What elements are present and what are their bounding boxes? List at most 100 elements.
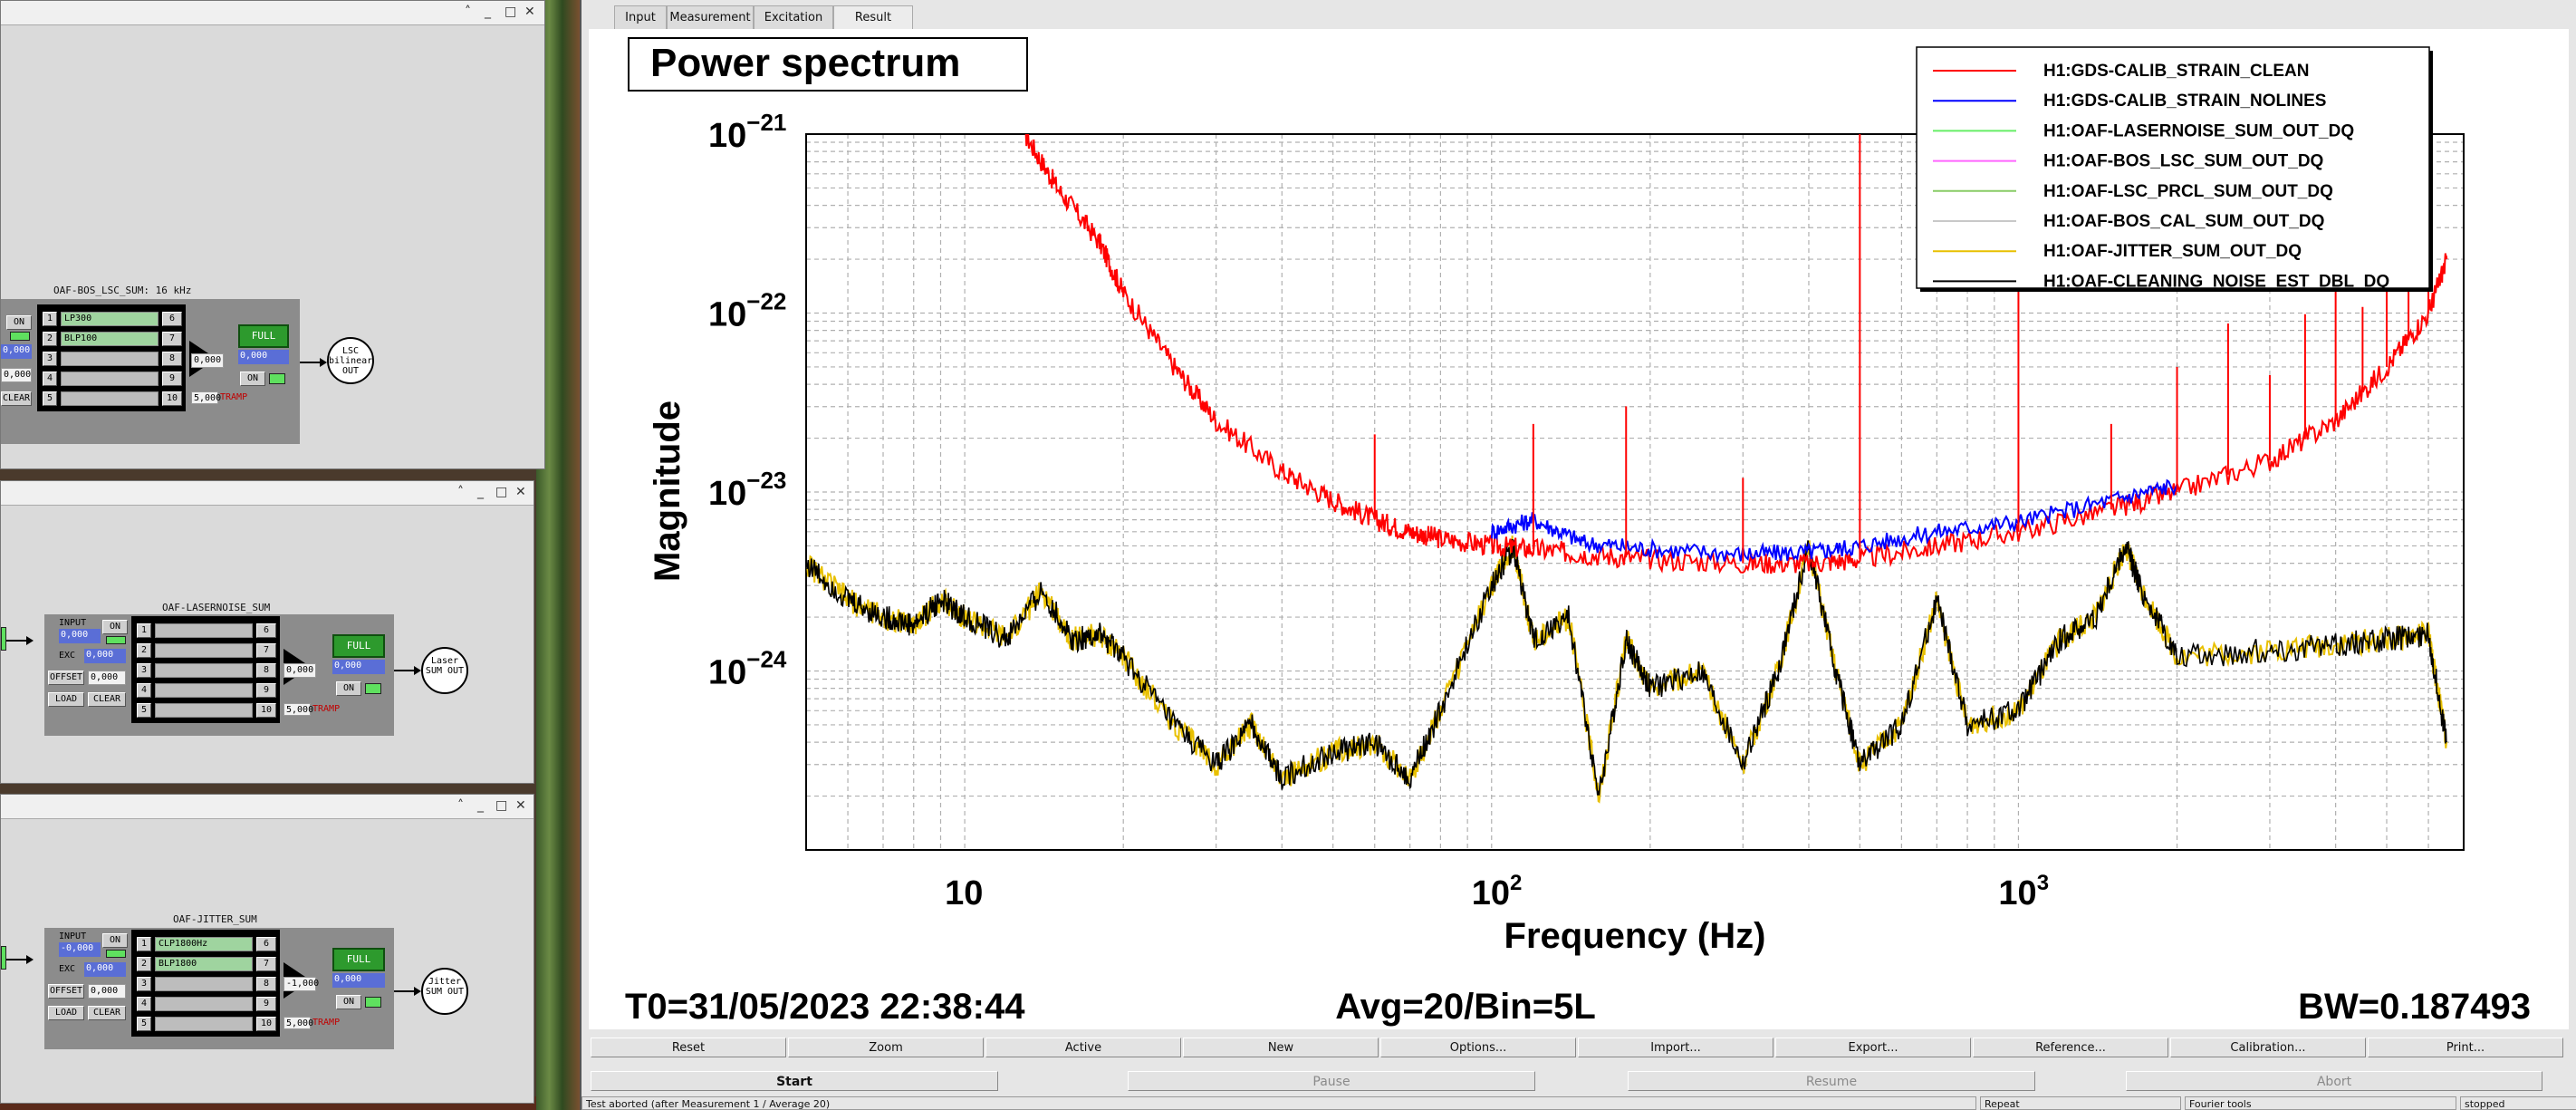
filter-number-button[interactable]: 5	[43, 391, 57, 406]
filter-name-button[interactable]	[155, 703, 253, 718]
filter-name-button[interactable]: LP300	[61, 312, 159, 326]
run-button-resume[interactable]: Resume	[1628, 1071, 2035, 1091]
tab-input[interactable]: Input	[614, 5, 667, 29]
maximize-icon[interactable]: □	[495, 485, 508, 499]
filter-name-button[interactable]	[155, 1017, 253, 1031]
filter-number-button[interactable]: 9	[256, 997, 276, 1011]
gain-value[interactable]: -1,000	[284, 977, 319, 991]
filter-name-button[interactable]	[155, 623, 253, 638]
lsc-out-circle[interactable]: LSC bilinear OUT	[327, 337, 374, 384]
plot-button-import[interactable]: Import...	[1578, 1038, 1773, 1057]
filter-number-button[interactable]: 3	[137, 663, 151, 678]
window-titlebar[interactable]: ˄ _ □ ✕	[1, 1, 544, 25]
filter-number-button[interactable]: 9	[162, 372, 182, 386]
filter-number-button[interactable]: 4	[43, 372, 57, 386]
full-output-button[interactable]: FULL	[332, 634, 385, 658]
offset-value[interactable]: 0,000	[1, 368, 32, 382]
plot-button-reset[interactable]: Reset	[591, 1038, 786, 1057]
window-titlebar[interactable]: ˄ _ □ ✕	[1, 481, 533, 506]
filter-number-button[interactable]: 8	[256, 663, 276, 678]
tab-result[interactable]: Result	[833, 5, 913, 29]
filter-name-button[interactable]	[155, 683, 253, 698]
plot-button-calibration[interactable]: Calibration...	[2170, 1038, 2366, 1057]
filter-number-button[interactable]: 8	[256, 977, 276, 991]
full-output-button[interactable]: FULL	[332, 948, 385, 971]
filter-number-button[interactable]: 7	[162, 332, 182, 346]
filter-number-button[interactable]: 8	[162, 352, 182, 366]
filter-number-button[interactable]: 1	[137, 937, 151, 951]
ramp-value[interactable]: 5,000	[284, 703, 313, 716]
clear-button[interactable]: CLEAR	[1, 391, 32, 406]
full-output-button[interactable]: FULL	[238, 324, 289, 348]
load-button[interactable]: LOAD	[48, 1006, 84, 1020]
diaggui-window[interactable]: ▸ Input Measurement Excitation Result Po…	[580, 0, 2576, 1110]
ramp-value[interactable]: 5,000	[191, 391, 221, 404]
medm-window-bos-lsc[interactable]: ˄ _ □ ✕ OAF-BOS_LSC_SUM: 16 kHz ON 0,000…	[0, 0, 545, 469]
jitter-out-circle[interactable]: Jitter SUM OUT	[421, 968, 468, 1015]
plot-area[interactable]: Power spectrum 10 102 103 10−21 10−22 10−23 10−…	[589, 29, 2569, 1029]
restore-icon[interactable]: _	[477, 485, 484, 499]
minimize-icon[interactable]: ˄	[457, 485, 464, 499]
offset-button[interactable]: OFFSET	[48, 984, 84, 999]
filter-number-button[interactable]: 5	[137, 703, 151, 718]
offset-button[interactable]: OFFSET	[48, 671, 84, 685]
filter-name-button[interactable]	[61, 391, 159, 406]
plot-button-export[interactable]: Export...	[1775, 1038, 1971, 1057]
filter-number-button[interactable]: 10	[256, 1017, 276, 1031]
run-button-start[interactable]: Start	[591, 1071, 998, 1091]
window-titlebar[interactable]: ˄ _ □ ✕	[1, 795, 533, 819]
filter-number-button[interactable]: 4	[137, 683, 151, 698]
filter-number-button[interactable]: 1	[137, 623, 151, 638]
filter-number-button[interactable]: 7	[256, 643, 276, 658]
offset-value[interactable]: 0,000	[88, 984, 126, 999]
filter-name-button[interactable]	[61, 352, 159, 366]
input-on-button[interactable]: ON	[6, 315, 32, 330]
filter-number-button[interactable]: 2	[137, 643, 151, 658]
filter-name-button[interactable]	[61, 372, 159, 386]
plot-button-zoom[interactable]: Zoom	[788, 1038, 984, 1057]
load-button[interactable]: LOAD	[48, 692, 84, 707]
output-on-button[interactable]: ON	[336, 995, 361, 1009]
gain-value[interactable]: 0,000	[284, 663, 316, 678]
filter-number-button[interactable]: 9	[256, 683, 276, 698]
plot-button-reference[interactable]: Reference...	[1973, 1038, 2168, 1057]
restore-icon[interactable]: _	[477, 798, 484, 813]
filter-name-button[interactable]	[155, 997, 253, 1011]
filter-name-button[interactable]: BLP1800	[155, 957, 253, 971]
restore-icon[interactable]: _	[485, 5, 491, 19]
filter-name-button[interactable]: BLP100	[61, 332, 159, 346]
filter-number-button[interactable]: 2	[137, 957, 151, 971]
laser-out-circle[interactable]: Laser SUM OUT	[421, 647, 468, 694]
close-icon[interactable]: ✕	[515, 485, 526, 499]
run-button-pause[interactable]: Pause	[1128, 1071, 1535, 1091]
plot-button-print[interactable]: Print...	[2368, 1038, 2563, 1057]
gain-value[interactable]: 0,000	[191, 353, 224, 368]
filter-number-button[interactable]: 4	[137, 997, 151, 1011]
input-on-button[interactable]: ON	[102, 933, 128, 948]
filter-number-button[interactable]: 6	[256, 937, 276, 951]
filter-number-button[interactable]: 3	[137, 977, 151, 991]
close-icon[interactable]: ✕	[524, 5, 535, 19]
tab-measurement[interactable]: Measurement	[667, 5, 754, 29]
filter-name-button[interactable]	[155, 663, 253, 678]
filter-number-button[interactable]: 6	[256, 623, 276, 638]
filter-number-button[interactable]: 10	[256, 703, 276, 718]
filter-number-button[interactable]: 1	[43, 312, 57, 326]
filter-name-button[interactable]	[155, 643, 253, 658]
power-spectrum-chart[interactable]: Power spectrum 10 102 103 10−21 10−22 10−23 10−…	[589, 29, 2569, 1029]
plot-button-new[interactable]: New	[1183, 1038, 1379, 1057]
clear-button[interactable]: CLEAR	[88, 692, 126, 707]
medm-window-jitter[interactable]: ˄ _ □ ✕ OAF-JITTER_SUM INPUT ON -0,000 E…	[0, 794, 534, 1104]
filter-number-button[interactable]: 7	[256, 957, 276, 971]
offset-value[interactable]: 0,000	[88, 671, 126, 685]
maximize-icon[interactable]: □	[505, 5, 517, 19]
output-on-button[interactable]: ON	[336, 681, 361, 696]
medm-window-lasernoise[interactable]: ˄ _ □ ✕ OAF-LASERNOISE_SUM INPUT ON 0,00…	[0, 480, 534, 784]
filter-number-button[interactable]: 10	[162, 391, 182, 406]
filter-name-button[interactable]	[155, 977, 253, 991]
output-on-button[interactable]: ON	[240, 372, 265, 386]
plot-button-options[interactable]: Options...	[1380, 1038, 1576, 1057]
input-on-button[interactable]: ON	[102, 620, 128, 634]
filter-number-button[interactable]: 6	[162, 312, 182, 326]
clear-button[interactable]: CLEAR	[88, 1006, 126, 1020]
